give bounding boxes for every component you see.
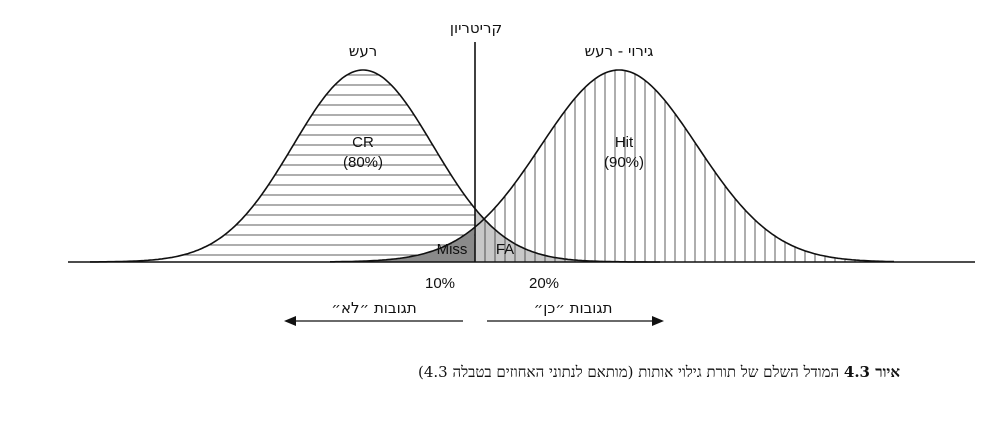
noise-label: רעש	[349, 42, 377, 60]
miss-area	[330, 227, 475, 262]
criterion-label: קריטריון	[450, 19, 502, 37]
noise-curve	[90, 69, 660, 263]
fa-stripes	[475, 208, 660, 262]
cr-percent: (80%)	[343, 154, 383, 171]
hit-hatch	[475, 70, 895, 262]
yes-response-label: תגובות ״כן״	[534, 299, 613, 317]
hit-label: Hit	[615, 134, 634, 151]
fa-label: FA	[496, 241, 514, 258]
caption-prefix: איור 4.3	[843, 363, 900, 381]
caption-text: המודל השלם של תורת גילוי אותות (מותאם לנ…	[417, 363, 844, 381]
figure-caption: איור 4.3 המודל השלם של תורת גילוי אותות …	[0, 363, 900, 382]
cr-label: CR	[352, 134, 374, 151]
miss-percent: 10%	[425, 275, 455, 292]
no-arrow-head	[284, 316, 296, 326]
fa-percent: 20%	[529, 275, 559, 292]
yes-arrow-head	[652, 316, 664, 326]
signal-curve	[330, 69, 894, 263]
miss-label: Miss	[437, 241, 468, 258]
no-response-label: תגובות ״לא״	[331, 299, 416, 317]
hit-percent: (90%)	[604, 154, 644, 171]
signal-label: גירוי - רעש	[585, 42, 654, 60]
